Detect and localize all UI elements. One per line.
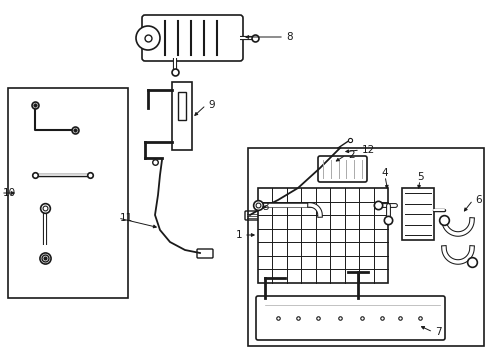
Text: 11: 11 (120, 213, 133, 223)
Text: 12: 12 (361, 145, 374, 155)
Bar (8, 88, 128, 298)
Bar (178, 92, 185, 120)
Text: 2: 2 (347, 150, 354, 160)
FancyBboxPatch shape (197, 249, 213, 258)
Bar (401, 188, 433, 240)
Bar (258, 188, 387, 283)
Circle shape (136, 26, 160, 50)
Text: 8: 8 (285, 32, 292, 42)
Text: 3: 3 (262, 202, 268, 212)
Bar (247, 148, 483, 346)
FancyBboxPatch shape (244, 211, 259, 220)
Text: 7: 7 (434, 327, 441, 337)
Bar (172, 82, 192, 150)
Text: 10: 10 (3, 188, 16, 198)
Text: 6: 6 (474, 195, 481, 205)
Text: 1: 1 (235, 230, 242, 240)
Text: 9: 9 (207, 100, 214, 110)
Text: 5: 5 (416, 172, 423, 182)
FancyBboxPatch shape (317, 156, 366, 182)
FancyBboxPatch shape (142, 15, 243, 61)
FancyBboxPatch shape (256, 296, 444, 340)
Text: 4: 4 (381, 168, 387, 178)
